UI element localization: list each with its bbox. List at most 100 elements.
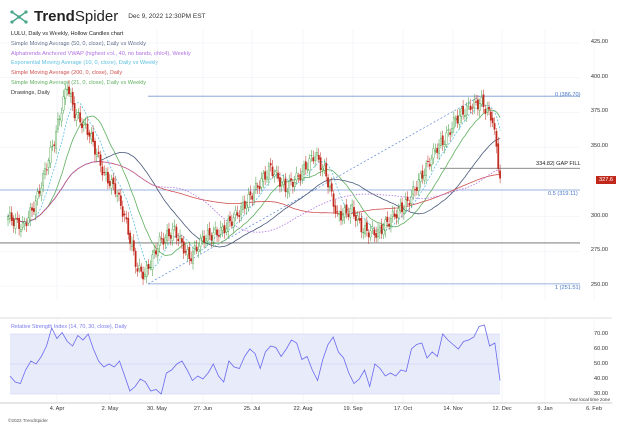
legend-item[interactable]: Simple Moving Average (21, 0, close), Da… bbox=[11, 79, 147, 86]
candle-body bbox=[345, 204, 348, 213]
candle-body bbox=[251, 195, 254, 200]
candle-body bbox=[449, 132, 452, 135]
candle-body bbox=[105, 172, 107, 176]
legend-item[interactable]: Drawings, Daily bbox=[11, 89, 50, 96]
candle-body bbox=[214, 227, 217, 231]
candle-body bbox=[127, 218, 130, 235]
candle-body bbox=[155, 250, 157, 255]
trendspider-logo-icon bbox=[10, 9, 28, 24]
candle-body bbox=[254, 183, 257, 190]
candle-body bbox=[36, 191, 39, 200]
candle-body bbox=[280, 181, 283, 186]
candle-body bbox=[292, 181, 294, 187]
candle-body bbox=[480, 96, 483, 105]
legend-item[interactable]: Simple Moving Average (200, 0, close), D… bbox=[11, 70, 123, 77]
candle-body bbox=[443, 144, 446, 148]
candle-body bbox=[310, 155, 313, 157]
x-tick-label: 12. Dec bbox=[492, 406, 512, 412]
candle-body bbox=[421, 170, 424, 179]
candle-body bbox=[391, 210, 394, 217]
candle-body bbox=[51, 146, 54, 148]
candle-body bbox=[249, 191, 252, 195]
candle-body bbox=[408, 203, 411, 205]
candle-body bbox=[118, 192, 120, 195]
candle-body bbox=[452, 117, 455, 129]
candle-body bbox=[149, 267, 152, 269]
candle-body bbox=[81, 123, 83, 129]
candle-body bbox=[88, 132, 91, 137]
legend-item[interactable]: Exponential Moving Average (10, 0, close… bbox=[11, 60, 159, 67]
candle-body bbox=[223, 225, 226, 234]
candle-body bbox=[497, 143, 500, 170]
candle-body bbox=[10, 212, 13, 221]
legend-item[interactable]: Simple Moving Average (50, 0, close), Da… bbox=[11, 40, 147, 47]
candle-body bbox=[299, 174, 302, 181]
legend-item[interactable]: Alphatrends Anchored VWAP (highest vol.,… bbox=[11, 50, 191, 57]
rsi-y-tick-label: 30.00 bbox=[594, 391, 608, 397]
candle-body bbox=[38, 190, 41, 194]
candle-body bbox=[427, 161, 429, 163]
candle-body bbox=[319, 157, 322, 171]
candle-body bbox=[438, 143, 440, 154]
candle-body bbox=[475, 101, 477, 103]
rsi-line bbox=[9, 324, 501, 395]
candle-body bbox=[293, 182, 296, 188]
candle-body bbox=[68, 86, 70, 95]
candle-body bbox=[440, 138, 442, 146]
candle-body bbox=[14, 219, 17, 229]
candle-body bbox=[160, 238, 163, 240]
indicator-legend: LULU, Daily vs Weekly, Hollow Candles ch… bbox=[11, 30, 191, 99]
candle-body bbox=[151, 254, 154, 271]
candle-body bbox=[114, 183, 117, 195]
candle-body bbox=[20, 229, 22, 232]
candle-body bbox=[8, 212, 11, 219]
candle-body bbox=[203, 235, 205, 243]
candle-body bbox=[12, 218, 15, 227]
candle-body bbox=[69, 93, 72, 97]
candle-body bbox=[373, 229, 376, 236]
copyright: ©2022 TrendSpider bbox=[8, 418, 48, 423]
candle-body bbox=[417, 179, 420, 192]
candle-body bbox=[266, 176, 268, 180]
candle-body bbox=[123, 213, 126, 216]
candle-body bbox=[121, 206, 124, 217]
candle-body bbox=[469, 105, 472, 110]
candle-body bbox=[334, 205, 337, 214]
candle-body bbox=[279, 177, 281, 187]
candle-body bbox=[371, 226, 374, 229]
candle-body bbox=[436, 147, 439, 153]
candle-body bbox=[473, 99, 476, 109]
candle-body bbox=[284, 178, 287, 192]
candle-body bbox=[275, 170, 278, 173]
candle-body bbox=[271, 166, 274, 176]
candle-body bbox=[495, 131, 498, 147]
candle-body bbox=[380, 224, 383, 234]
candle-body bbox=[343, 207, 346, 218]
candle-body bbox=[382, 229, 385, 235]
candle-body bbox=[143, 273, 146, 277]
y-tick-label: 250.00 bbox=[590, 282, 608, 288]
candle-body bbox=[403, 209, 405, 214]
candle-body bbox=[282, 180, 285, 185]
candle-body bbox=[404, 199, 407, 211]
gap-fill-label: 334.82| GAP FILL bbox=[536, 161, 581, 167]
candle-body bbox=[460, 108, 463, 117]
candle-body bbox=[190, 258, 193, 262]
candle-body bbox=[95, 154, 98, 158]
candle-body bbox=[486, 108, 489, 113]
candle-body bbox=[210, 235, 213, 241]
candle-body bbox=[347, 214, 350, 217]
candle-body bbox=[136, 268, 139, 272]
header: TrendSpider Dec 9, 2022 12:30PM EST bbox=[10, 8, 206, 25]
candle-body bbox=[288, 181, 291, 194]
candle-body bbox=[125, 217, 128, 220]
candle-body bbox=[42, 173, 45, 186]
candle-body bbox=[325, 163, 328, 177]
candle-body bbox=[142, 271, 144, 280]
candle-body bbox=[217, 235, 220, 237]
x-tick-label: 30. May bbox=[147, 406, 167, 412]
legend-item[interactable]: LULU, Daily vs Weekly, Hollow Candles ch… bbox=[11, 31, 124, 37]
candle-body bbox=[330, 183, 333, 192]
candle-body bbox=[445, 132, 448, 145]
